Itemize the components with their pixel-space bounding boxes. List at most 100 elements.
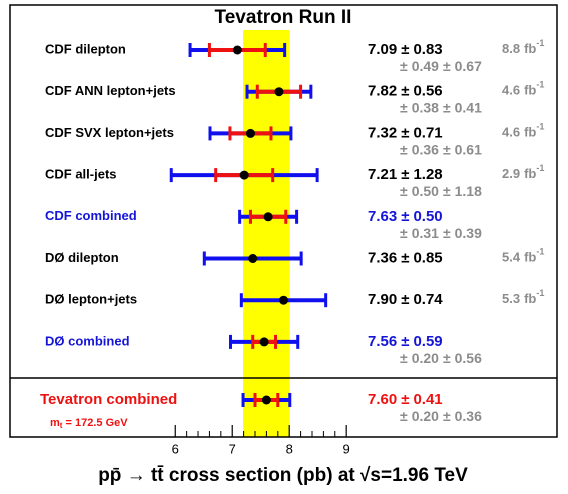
measurement-name: CDF dilepton (45, 41, 126, 56)
lumi-value: 4.6 (502, 125, 520, 140)
total-error: 1.28 (413, 166, 442, 183)
measurement-name: CDF all-jets (45, 167, 117, 182)
value: 7.36 (368, 249, 397, 266)
value-label: 7.82 ±0.56 (368, 83, 443, 100)
lumi-unit: fb (524, 167, 536, 182)
syst-error: 0.36 (455, 408, 482, 424)
pm: ± (400, 350, 408, 366)
pm: ± (401, 291, 409, 308)
central-value (263, 212, 273, 222)
value-label: 7.60 ±0.41 (368, 391, 443, 408)
total-error: 0.71 (413, 124, 442, 141)
pm: ± (443, 408, 451, 424)
pm: ± (400, 225, 408, 241)
lumi-exp: -1 (536, 122, 544, 132)
central-value (239, 170, 249, 180)
measurement-name: DØ dilepton (45, 250, 119, 265)
value-label: 7.90 ±0.74 (368, 291, 443, 308)
combined-band (243, 30, 290, 437)
syst-error: 0.39 (455, 225, 482, 241)
error-breakdown: ±0.36 ±0.61 (400, 141, 482, 157)
lumi-value: 2.9 (502, 167, 520, 182)
pm: ± (401, 166, 409, 183)
syst-error: 0.61 (455, 141, 482, 157)
value: 7.32 (368, 124, 397, 141)
stat-error: 0.49 (412, 58, 439, 74)
value: 7.63 (368, 208, 397, 225)
central-value (232, 45, 242, 55)
measurement-name: DØ lepton+jets (45, 292, 137, 307)
value-label: 7.63 ±0.50 (368, 208, 443, 225)
lumi-exp: -1 (536, 80, 544, 90)
x-tick-label: 6 (172, 441, 179, 456)
luminosity: 5.4 fb-1 (502, 247, 544, 265)
x-tick-label: 7 (229, 441, 236, 456)
x-axis-label: pp̄ → tt̄ cross section (pb) at √s=1.96 … (98, 465, 468, 486)
error-breakdown: ±0.50 ±1.18 (400, 183, 482, 199)
central-value (274, 87, 284, 97)
syst-error: 0.67 (455, 58, 482, 74)
mass-value: = 172.5 GeV (62, 417, 128, 429)
pm: ± (400, 58, 408, 74)
pm: ± (443, 350, 451, 366)
total-error: 0.56 (413, 83, 442, 100)
value-label: 7.36 ±0.85 (368, 249, 443, 266)
value: 7.09 (368, 41, 397, 58)
stat-error: 0.36 (412, 141, 439, 157)
error-breakdown: ±0.49 ±0.67 (400, 58, 482, 74)
lumi-unit: fb (524, 83, 536, 98)
value: 7.56 (368, 333, 397, 350)
pm: ± (400, 141, 408, 157)
lumi-value: 4.6 (502, 83, 520, 98)
lumi-exp: -1 (536, 247, 544, 257)
measurement-name: DØ combined (45, 333, 130, 348)
pm: ± (401, 124, 409, 141)
total-error: 0.85 (413, 249, 442, 266)
lumi-exp: -1 (536, 38, 544, 48)
error-breakdown: ±0.31 ±0.39 (400, 225, 482, 241)
lumi-unit: fb (524, 250, 536, 265)
central-value (259, 337, 269, 347)
value-label: 7.32 ±0.71 (368, 124, 443, 141)
value: 7.21 (368, 166, 397, 183)
lumi-value: 5.3 (502, 292, 520, 307)
pm: ± (401, 41, 409, 58)
pm: ± (401, 391, 409, 408)
mass-sub: t (60, 421, 63, 430)
total-error: 0.74 (413, 291, 443, 308)
central-value (261, 395, 271, 405)
pm: ± (401, 83, 409, 100)
luminosity: 2.9 fb-1 (502, 163, 544, 181)
value-label: 7.56 ±0.59 (368, 333, 443, 350)
error-breakdown: ±0.20 ±0.36 (400, 408, 482, 424)
measurement-name: Tevatron combined (40, 391, 177, 408)
luminosity: 4.6 fb-1 (502, 80, 544, 98)
stat-error: 0.50 (412, 183, 439, 199)
luminosity: 5.3 fb-1 (502, 289, 544, 307)
syst-error: 0.41 (455, 99, 482, 115)
pm: ± (401, 333, 409, 350)
value-label: 7.21 ±1.28 (368, 166, 443, 183)
luminosity: 8.8 fb-1 (502, 38, 544, 56)
syst-error: 0.56 (455, 350, 482, 366)
measurement-name: CDF ANN lepton+jets (45, 83, 176, 98)
lumi-unit: fb (524, 41, 536, 56)
chart-title: Tevatron Run II (215, 7, 352, 28)
x-tick-label: 8 (286, 441, 293, 456)
lumi-exp: -1 (536, 163, 544, 173)
pm: ± (400, 408, 408, 424)
pm: ± (443, 183, 451, 199)
central-value (248, 254, 258, 263)
value-label: 7.09 ±0.83 (368, 41, 443, 58)
value: 7.60 (368, 391, 397, 408)
x-tick-label: 9 (343, 441, 350, 456)
central-value (245, 128, 255, 138)
measurement-name: CDF SVX lepton+jets (45, 125, 174, 140)
syst-error: 1.18 (455, 183, 482, 199)
measurement-name: CDF combined (45, 208, 137, 223)
pm: ± (443, 141, 451, 157)
pm: ± (401, 208, 409, 225)
error-breakdown: ±0.20 ±0.56 (400, 350, 482, 366)
pm: ± (443, 99, 451, 115)
